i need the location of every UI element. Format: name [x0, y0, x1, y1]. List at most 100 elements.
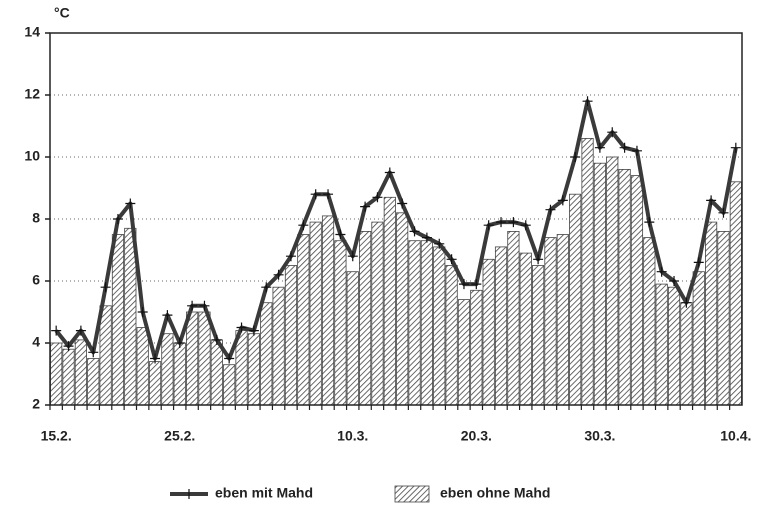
bar	[729, 181, 742, 406]
x-tick-label: 10.3.	[337, 428, 368, 444]
line-marker	[63, 341, 74, 352]
line-marker	[631, 145, 642, 156]
line-marker	[421, 232, 432, 243]
bar	[408, 240, 421, 406]
line-marker	[150, 353, 161, 364]
line-marker	[88, 347, 99, 358]
bar	[519, 252, 532, 406]
bar	[148, 361, 162, 406]
line-marker	[458, 279, 469, 290]
line-marker	[360, 201, 371, 212]
bar	[420, 240, 433, 406]
line-marker	[656, 266, 667, 277]
bar	[396, 212, 409, 406]
bar	[334, 240, 347, 406]
line-marker	[162, 310, 173, 321]
line-marker	[434, 238, 445, 249]
y-axis-unit: °C	[54, 5, 70, 21]
x-tick-label: 15.2.	[41, 428, 72, 444]
line-marker	[471, 279, 482, 290]
bar	[569, 193, 582, 406]
line-marker	[199, 300, 210, 311]
line-marker	[693, 257, 704, 268]
line-marker	[520, 220, 531, 231]
bar	[272, 286, 285, 406]
line-marker	[669, 276, 680, 286]
bar	[309, 221, 322, 406]
line-marker	[75, 325, 86, 336]
line-marker	[533, 254, 544, 265]
line-marker	[619, 142, 630, 153]
legend-label: eben mit Mahd	[215, 485, 313, 501]
line-marker	[496, 217, 507, 228]
bar	[371, 221, 384, 406]
bar	[161, 333, 174, 406]
bar	[457, 299, 471, 406]
legend-label: eben ohne Mahd	[440, 485, 550, 501]
line-marker	[594, 142, 605, 153]
line-marker	[100, 282, 111, 293]
line-marker	[248, 325, 259, 336]
bar	[198, 311, 211, 406]
line-marker	[409, 226, 420, 237]
line-marker	[644, 217, 655, 228]
y-tick-label: 10	[24, 148, 40, 164]
bar	[50, 342, 63, 406]
x-tick-label: 30.3.	[584, 428, 615, 444]
bar	[692, 271, 705, 406]
line-marker	[718, 207, 729, 218]
line-marker	[298, 220, 309, 231]
bar	[99, 305, 112, 406]
bar	[470, 289, 483, 406]
bar	[532, 265, 545, 406]
bar	[618, 168, 631, 406]
line-marker	[446, 254, 457, 265]
y-tick-label: 14	[24, 24, 40, 40]
line-marker	[384, 167, 395, 178]
bar	[717, 230, 730, 406]
line-marker	[483, 220, 494, 231]
line-marker	[125, 198, 136, 209]
bar	[494, 246, 508, 406]
bar	[210, 339, 223, 406]
bar	[346, 271, 359, 406]
line-marker	[174, 338, 185, 348]
line-marker	[261, 282, 272, 293]
bar	[606, 156, 619, 406]
bar	[74, 339, 87, 406]
bar	[556, 234, 569, 406]
line-marker	[335, 229, 346, 240]
bar	[705, 221, 718, 406]
bar	[111, 234, 125, 406]
bar	[321, 215, 335, 406]
bar	[383, 196, 396, 406]
line-marker	[545, 204, 556, 215]
line-marker	[681, 297, 692, 308]
line-marker	[51, 325, 62, 336]
bar	[643, 237, 656, 406]
y-tick-label: 12	[24, 86, 40, 102]
bar	[630, 175, 644, 406]
line-marker	[372, 192, 383, 203]
line-marker	[607, 127, 618, 138]
bar	[544, 237, 557, 406]
bar	[482, 258, 495, 406]
bar	[445, 265, 458, 406]
y-tick-label: 8	[32, 210, 40, 226]
line-series	[54, 99, 738, 361]
line-marker	[112, 214, 123, 224]
bar	[507, 230, 520, 406]
bar	[433, 246, 446, 406]
bar	[655, 283, 668, 406]
bar	[359, 230, 372, 406]
bar	[581, 137, 594, 406]
line-marker	[236, 322, 247, 333]
bar	[62, 348, 75, 406]
x-tick-label: 20.3.	[461, 428, 492, 444]
line-marker	[397, 198, 408, 209]
x-tick-label: 25.2.	[164, 428, 195, 444]
line-marker	[211, 334, 222, 345]
x-tick-label: 10.4.	[720, 428, 751, 444]
y-tick-label: 2	[32, 396, 40, 412]
